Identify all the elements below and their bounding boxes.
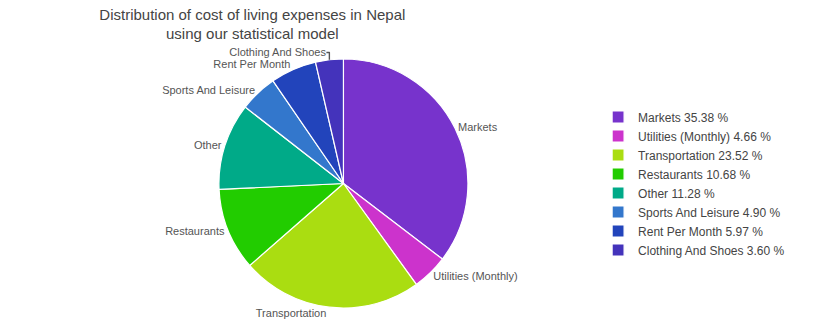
svg-text:Utilities (Monthly) 4.66 %: Utilities (Monthly) 4.66 % [638, 130, 771, 144]
svg-text:Transportation 23.52 %: Transportation 23.52 % [638, 149, 763, 163]
svg-text:Rent Per Month 5.97 %: Rent Per Month 5.97 % [638, 225, 763, 239]
svg-text:Distribution of cost of living: Distribution of cost of living expenses … [99, 6, 405, 43]
svg-text:Clothing And Shoes: Clothing And Shoes [229, 46, 326, 58]
svg-text:Rent Per Month: Rent Per Month [213, 58, 290, 70]
svg-text:Markets: Markets [458, 121, 498, 133]
svg-text:Transportation: Transportation [256, 307, 327, 319]
svg-text:Sports And Leisure: Sports And Leisure [162, 84, 255, 96]
svg-text:Restaurants 10.68 %: Restaurants 10.68 % [638, 168, 750, 182]
svg-text:Utilities (Monthly): Utilities (Monthly) [433, 270, 517, 282]
svg-text:Markets 35.38 %: Markets 35.38 % [638, 111, 728, 125]
svg-text:Other: Other [194, 139, 222, 151]
svg-text:Sports And Leisure 4.90 %: Sports And Leisure 4.90 % [638, 206, 780, 220]
svg-text:Other 11.28 %: Other 11.28 % [638, 187, 715, 201]
svg-text:Restaurants: Restaurants [165, 225, 225, 237]
svg-text:Clothing And Shoes 3.60 %: Clothing And Shoes 3.60 % [638, 244, 784, 258]
